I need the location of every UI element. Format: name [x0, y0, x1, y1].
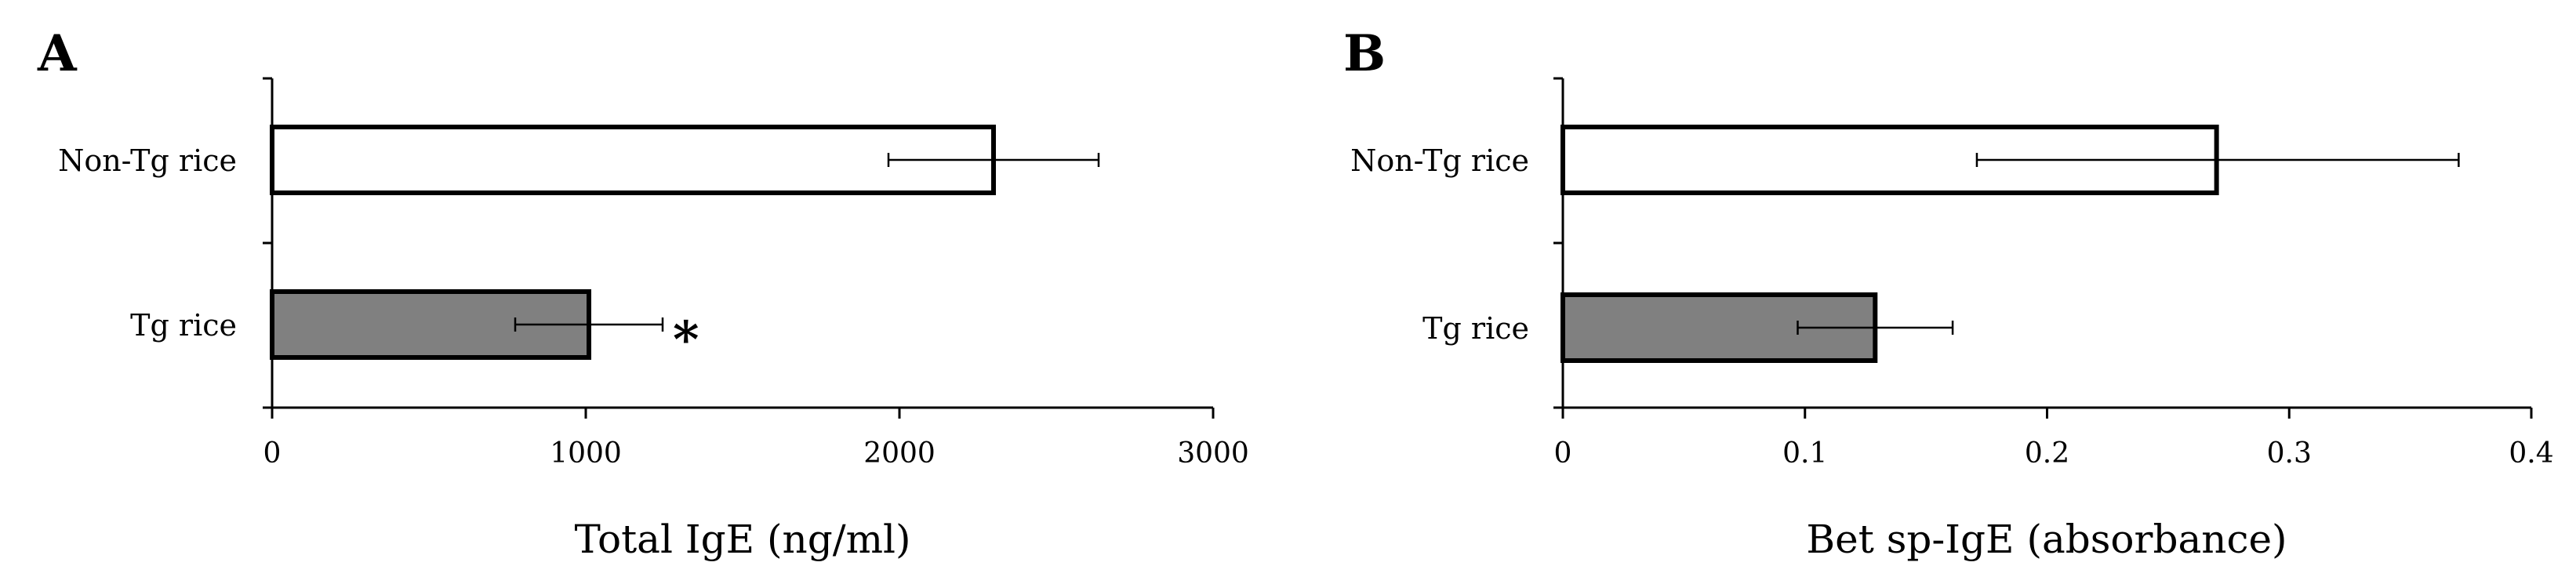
panel-a-bars — [270, 125, 1100, 360]
panel-b-x-tick-label: 0 — [1554, 437, 1572, 470]
panel-a-x-tick-label: 0 — [263, 437, 282, 470]
panel-b-x-tick-label: 0.4 — [2509, 437, 2553, 470]
panel-a-category-label-non-tg: Non-Tg rice — [58, 143, 237, 178]
panel-b-x-tick-label: 0.2 — [2025, 437, 2069, 470]
panel-b-x-tick-label: 0.1 — [1782, 437, 1827, 470]
panel-a-x-tick-label: 1000 — [550, 437, 622, 470]
panel-a-significance-mark: * — [673, 310, 699, 369]
panel-a-letter: A — [37, 24, 78, 83]
panel-b-bars — [1560, 125, 2460, 363]
panel-b-x-tick-label: 0.3 — [2267, 437, 2312, 470]
panel-a: A Non-Tg rice Tg rice Total IgE (ng/ml) … — [37, 24, 1249, 562]
panel-a-x-tick-label: 3000 — [1177, 437, 1249, 470]
panel-b-letter: B — [1343, 24, 1386, 83]
panel-a-category-label-tg: Tg rice — [130, 308, 237, 343]
panel-a-x-ticks: 0 1000 2000 3000 — [263, 77, 1249, 470]
panel-b-category-label-non-tg: Non-Tg rice — [1350, 143, 1529, 178]
panel-b: B Non-Tg rice Tg rice Bet sp-IgE (absorb… — [1343, 24, 2554, 562]
panel-b-x-axis-title: Bet sp-IgE (absorbance) — [1806, 517, 2287, 562]
panel-a-x-axis-title: Total IgE (ng/ml) — [575, 517, 911, 562]
panel-a-x-tick-label: 2000 — [863, 437, 936, 470]
panel-b-x-ticks: 0 0.1 0.2 0.3 0.4 — [1553, 77, 2554, 470]
panel-b-category-label-tg: Tg rice — [1422, 311, 1529, 346]
panel-a-bar-non-tg — [270, 125, 996, 195]
